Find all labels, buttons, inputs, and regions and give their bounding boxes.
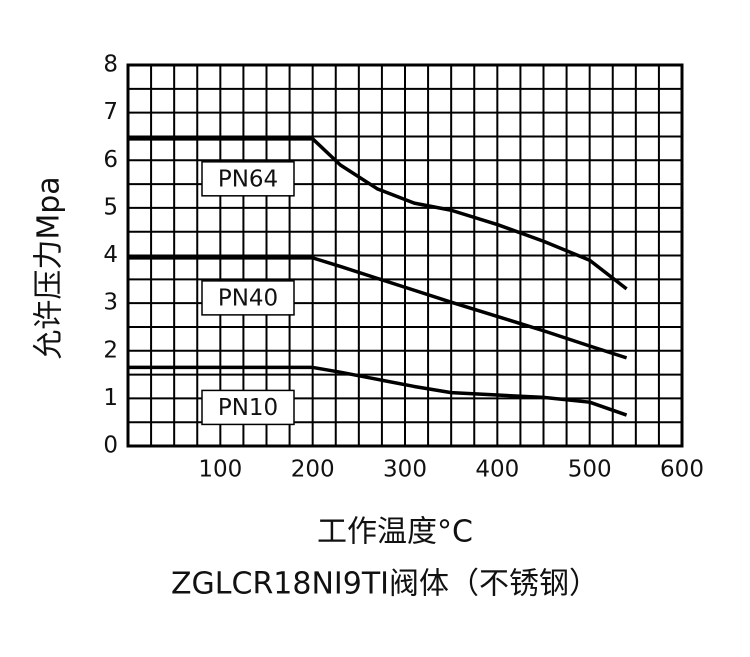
series-line <box>128 137 628 291</box>
y-tick-label: 8 <box>103 52 118 78</box>
x-tick-label: 500 <box>568 457 612 483</box>
y-axis-title: 允许压力Mpa <box>32 176 67 359</box>
series-label-box <box>201 280 295 316</box>
series-label: PN64 <box>218 166 278 192</box>
x-tick-label: 400 <box>475 457 519 483</box>
series-label-box <box>201 161 295 197</box>
x-tick-label: 300 <box>383 457 427 483</box>
y-tick-label: 2 <box>103 337 118 363</box>
y-tick-label: 5 <box>103 194 118 220</box>
plot-frame <box>126 63 684 448</box>
caption: ZGLCR18NI9TI阀体（不锈钢） <box>171 567 599 602</box>
y-tick-label: 7 <box>103 99 118 125</box>
series-line <box>128 365 628 417</box>
x-axis-title: 工作温度°C <box>317 515 473 550</box>
x-tick-label: 200 <box>291 457 335 483</box>
y-tick-label: 6 <box>103 147 118 173</box>
y-tick-label: 3 <box>103 290 118 316</box>
series-label: PN40 <box>218 285 278 311</box>
series-label-box <box>201 389 295 426</box>
series-label: PN10 <box>218 395 278 421</box>
y-tick-label: 1 <box>103 385 118 411</box>
x-tick-label: 600 <box>660 457 704 483</box>
series-line <box>128 256 628 360</box>
y-tick-label: 0 <box>103 433 118 459</box>
x-tick-label: 100 <box>198 457 242 483</box>
y-tick-label: 4 <box>103 242 118 268</box>
